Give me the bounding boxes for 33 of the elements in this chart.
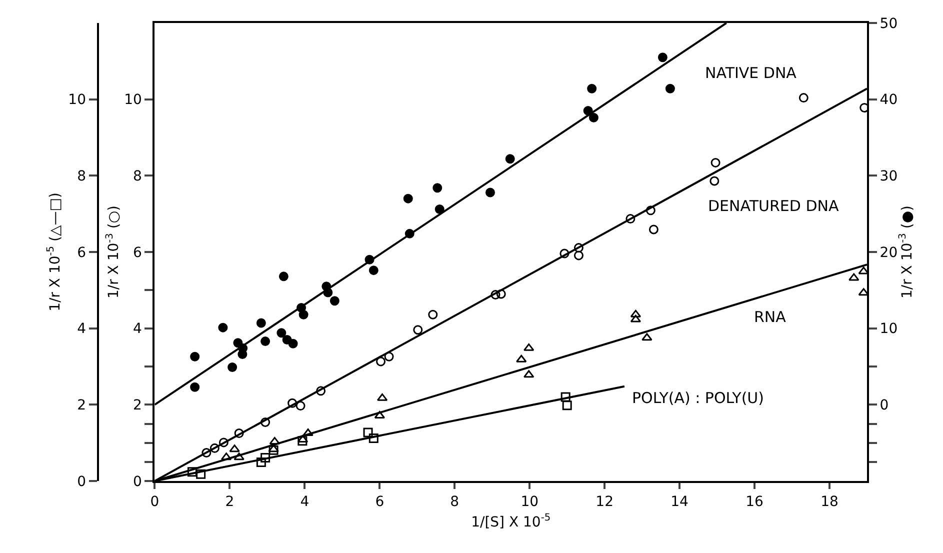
x-tick-label: 14: [670, 494, 689, 510]
x-tick-label: 8: [450, 494, 460, 510]
x-tick-label: 6: [375, 494, 384, 510]
y-tick-label: 10: [124, 92, 142, 108]
y3-tick-label: 8: [77, 168, 86, 185]
x-tick-label: 10: [520, 494, 539, 510]
y3-tick-label: 10: [68, 92, 86, 108]
y2-tick-label: 50: [880, 16, 898, 32]
y3-tick-label: 0: [77, 474, 86, 490]
series-label: NATIVE DNA: [705, 64, 798, 82]
x-axis-title: 1/[S] X 10$^{-5}$: [471, 512, 551, 531]
y2-tick-label: 10: [880, 321, 898, 338]
x-tick-label: 2: [225, 494, 234, 510]
y-tick-label: 6: [132, 244, 142, 261]
y2-tick-label: 20: [880, 244, 898, 261]
series-label: RNA: [754, 308, 787, 326]
x-tick-label: 16: [746, 494, 764, 510]
y-tick-label: 4: [132, 321, 142, 338]
x-tick-label: 4: [300, 494, 310, 510]
y3-tick-label: 4: [77, 321, 86, 338]
y3-tick-label: 6: [77, 244, 86, 261]
y2-tick-label: 40: [880, 92, 898, 108]
y3-tick-label: 2: [77, 398, 86, 414]
series-label: DENATURED DNA: [708, 197, 840, 215]
y2-tick-label: 0: [880, 398, 889, 414]
y2-tick-label: 30: [880, 168, 898, 185]
y-tick-label: 2: [132, 398, 142, 414]
y-tick-label: 8: [132, 168, 142, 185]
x-tick-label: 12: [596, 494, 614, 510]
y-tick-label: 0: [132, 474, 142, 490]
x-tick-label: 18: [820, 494, 838, 510]
x-tick-label: 0: [150, 494, 160, 510]
series-label: POLY(A) : POLY(U): [632, 389, 764, 407]
